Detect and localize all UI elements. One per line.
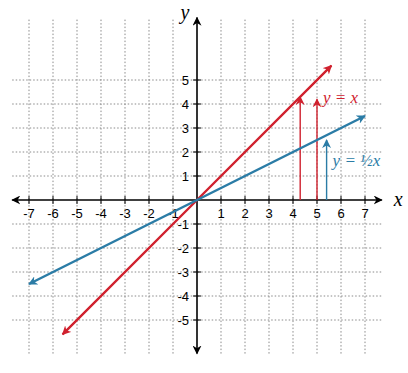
y-tick	[193, 128, 201, 129]
grid-line-y	[12, 128, 382, 129]
y-tick	[193, 272, 201, 273]
x-tick-label: -6	[47, 206, 59, 221]
x-tick	[245, 196, 246, 204]
grid-line-y	[12, 80, 382, 81]
grid-line-y	[12, 248, 382, 249]
x-tick-label: 5	[313, 206, 320, 221]
y-axis	[196, 18, 198, 354]
grid-line-x	[101, 18, 102, 354]
chart-container: -7-6-5-4-3-2-11234567-5-4-3-2-112345xyy …	[0, 0, 408, 373]
x-axis-label: x	[393, 188, 403, 210]
x-tick	[125, 196, 126, 204]
x-tick	[173, 196, 174, 204]
x-tick-label: -4	[95, 206, 107, 221]
series-label: y = x	[321, 88, 359, 107]
y-tick	[193, 104, 201, 105]
grid-line-y	[12, 272, 382, 273]
grid-line-x	[245, 18, 246, 354]
grid-line-x	[269, 18, 270, 354]
grid-line-x	[53, 18, 54, 354]
grid-line-y	[12, 320, 382, 321]
y-tick-label: -2	[177, 241, 189, 256]
x-tick-label: -5	[71, 206, 83, 221]
y-tick	[193, 296, 201, 297]
x-tick	[221, 196, 222, 204]
x-tick-label: 7	[361, 206, 368, 221]
y-tick-label: -4	[177, 289, 189, 304]
grid-line-y	[12, 296, 382, 297]
y-tick-label: -3	[177, 265, 189, 280]
x-tick-label: 6	[337, 206, 344, 221]
x-tick-label: 1	[217, 206, 224, 221]
y-tick	[193, 248, 201, 249]
y-tick-label: 5	[182, 73, 189, 88]
x-tick-label: 2	[241, 206, 248, 221]
grid-line-x	[149, 18, 150, 354]
grid-line-x	[365, 18, 366, 354]
grid-line-x	[29, 18, 30, 354]
x-tick-label: -2	[143, 206, 155, 221]
y-tick	[193, 152, 201, 153]
x-tick	[365, 196, 366, 204]
x-tick	[269, 196, 270, 204]
x-tick	[53, 196, 54, 204]
grid-line-x	[221, 18, 222, 354]
x-tick-label: 3	[265, 206, 272, 221]
series-line	[29, 116, 365, 284]
x-tick	[101, 196, 102, 204]
y-axis-label: y	[179, 1, 190, 24]
x-tick	[77, 196, 78, 204]
chart-svg: -7-6-5-4-3-2-11234567-5-4-3-2-112345xyy …	[0, 0, 408, 373]
grid-line-x	[173, 18, 174, 354]
y-tick-label: -5	[177, 313, 189, 328]
x-tick-label: -3	[119, 206, 131, 221]
grid-line-x	[317, 18, 318, 354]
grid-line-x	[293, 18, 294, 354]
grid-line-x	[125, 18, 126, 354]
grid-line-y	[12, 224, 382, 225]
x-tick	[149, 196, 150, 204]
x-tick-label: -7	[23, 206, 35, 221]
y-tick-label: 2	[182, 145, 189, 160]
plot-area	[29, 66, 365, 335]
grid-line-x	[77, 18, 78, 354]
y-tick-label: 1	[182, 169, 189, 184]
x-tick	[29, 196, 30, 204]
grid	[12, 18, 382, 354]
annotation-arrow	[326, 140, 327, 200]
grid-line-x	[341, 18, 342, 354]
y-tick-label: 4	[182, 97, 189, 112]
y-tick	[193, 80, 201, 81]
x-tick	[341, 196, 342, 204]
series-label: y = ½x	[331, 151, 381, 170]
y-tick	[193, 176, 201, 177]
x-tick-label: 4	[289, 206, 296, 221]
y-tick	[193, 224, 201, 225]
annotation-arrow	[316, 99, 317, 200]
y-tick-label: 3	[182, 121, 189, 136]
x-tick	[293, 196, 294, 204]
y-tick	[193, 320, 201, 321]
